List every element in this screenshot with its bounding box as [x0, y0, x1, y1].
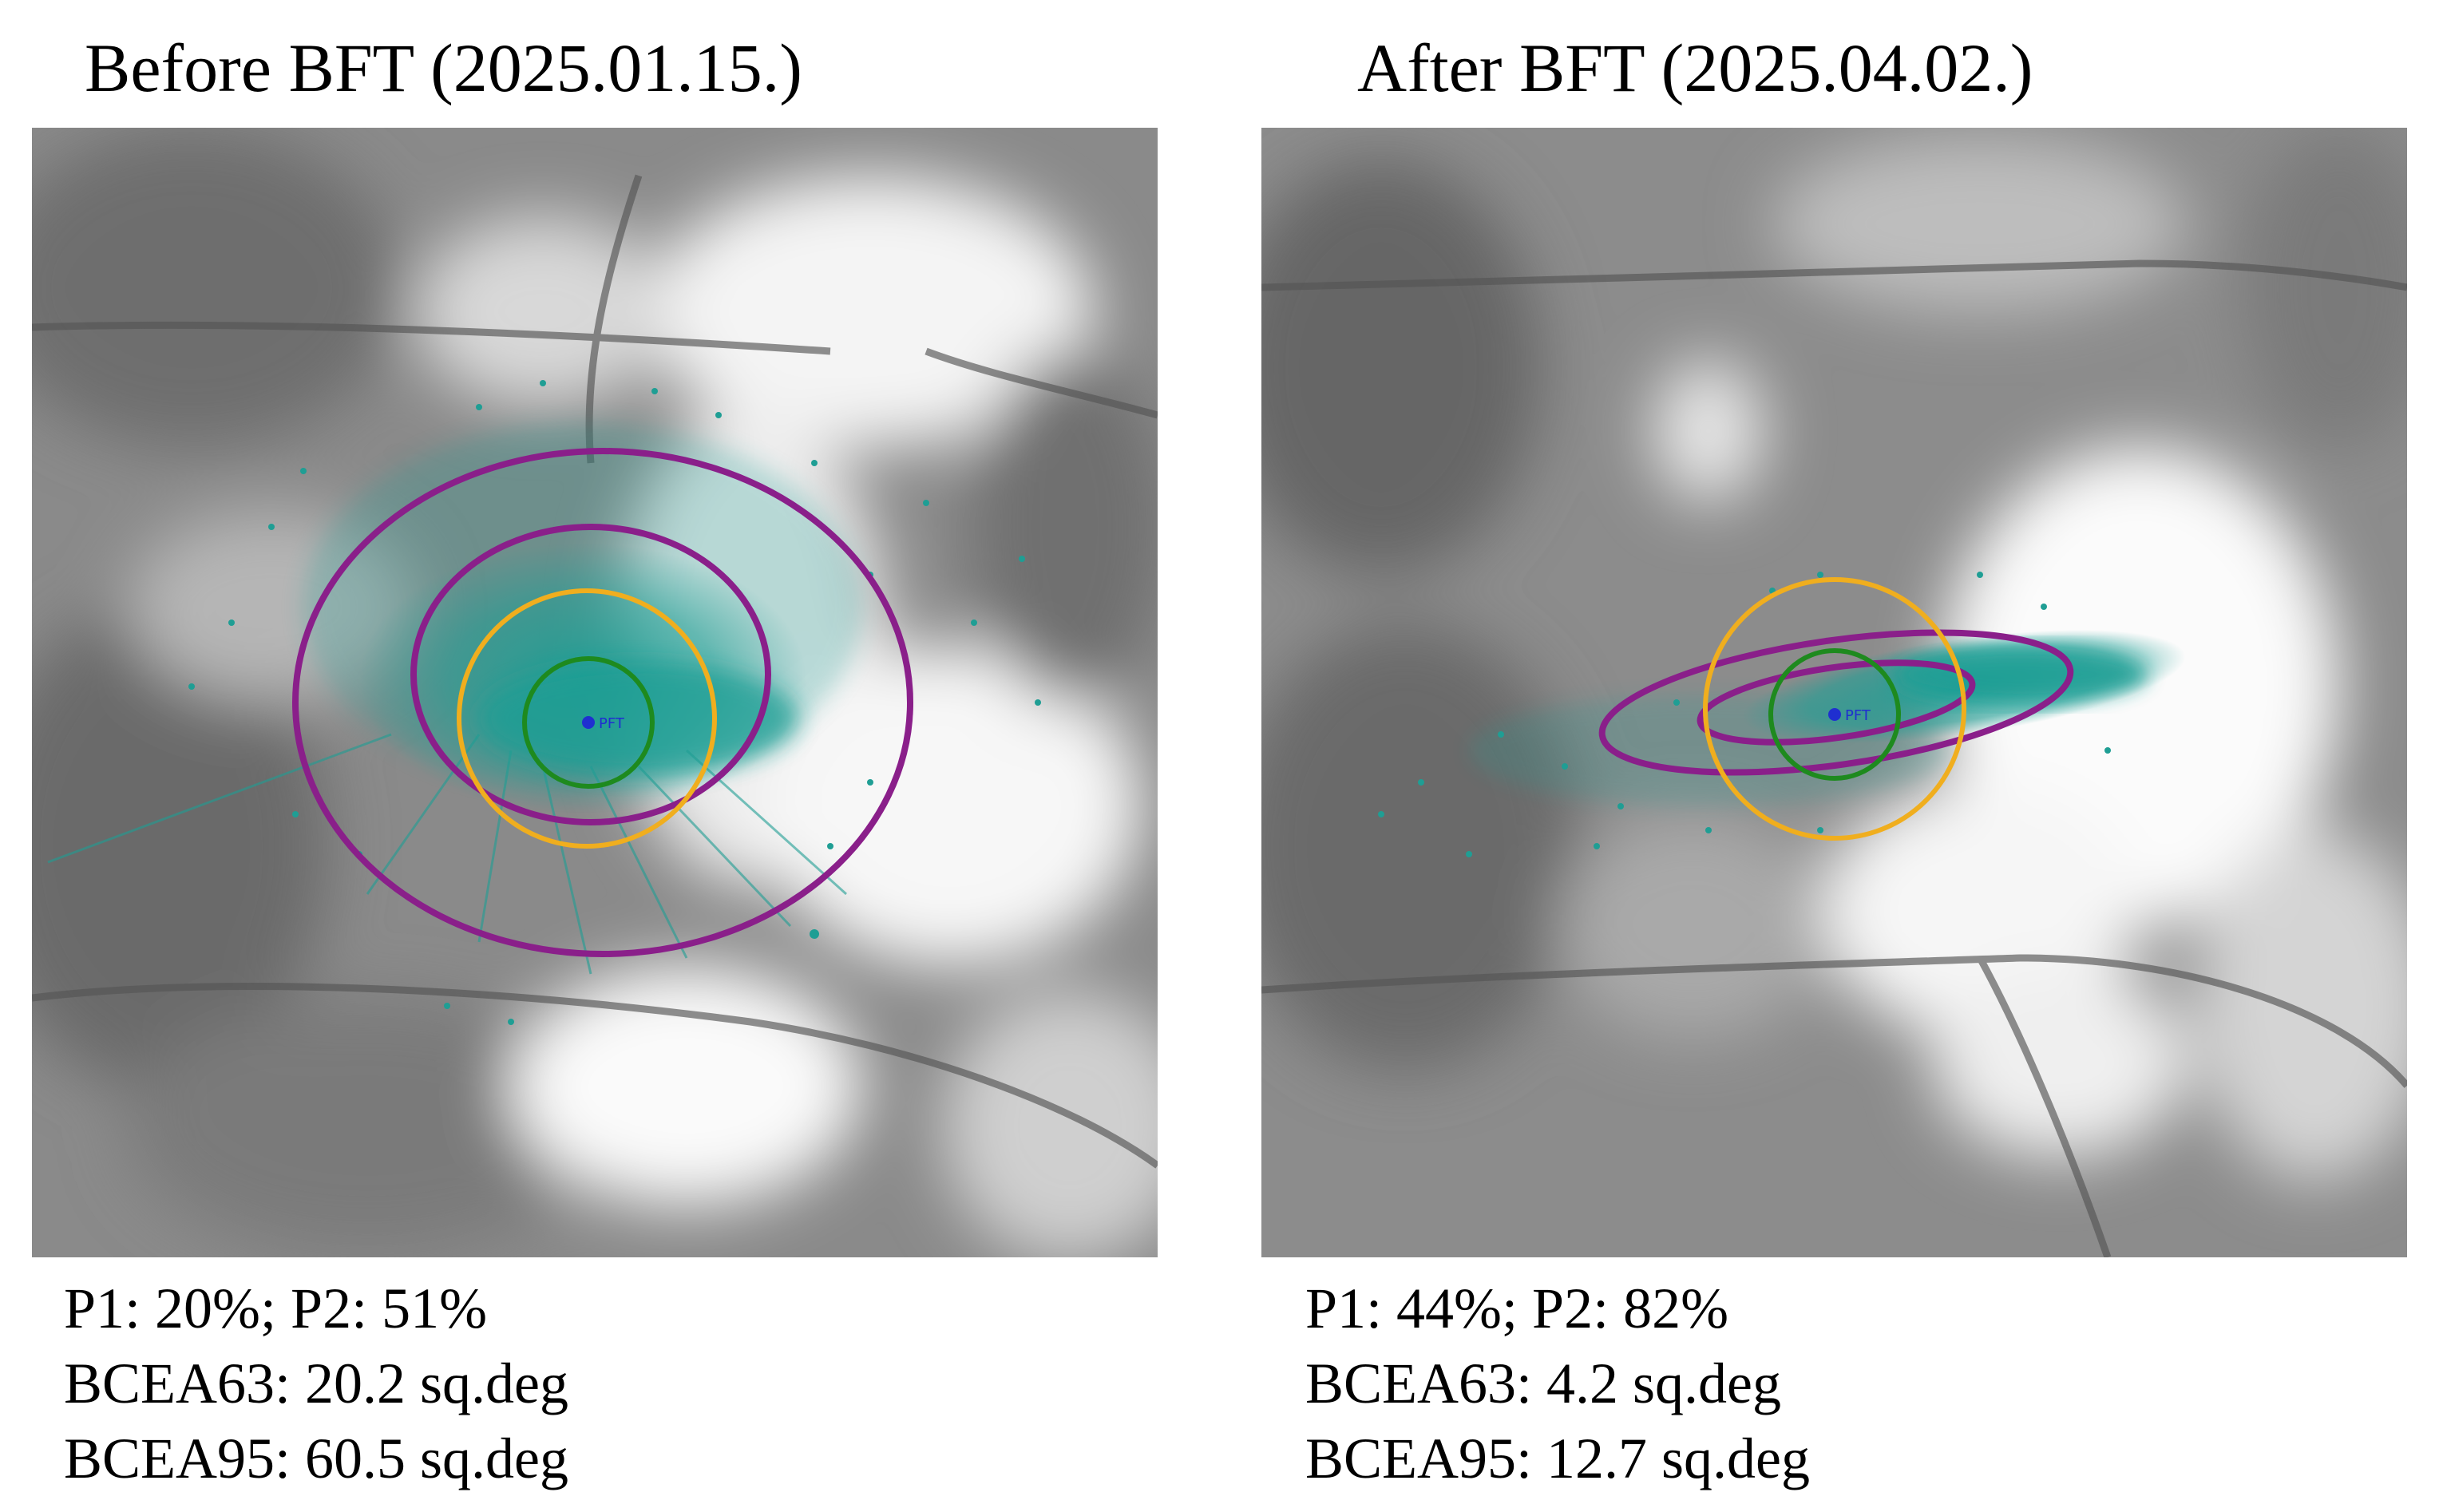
- bcea63-stat: BCEA63: 20.2 sq.deg: [64, 1352, 569, 1415]
- fundus-image-before: PFT: [32, 128, 1158, 1257]
- panel-after: After BFT (2025.04.02.): [1261, 0, 2427, 1512]
- pft-marker: [1828, 708, 1841, 721]
- p1-p2-stat: P1: 44%; P2: 82%: [1305, 1276, 1729, 1340]
- fixation-points-cloud: [47, 380, 1041, 1025]
- panel-title: After BFT (2025.04.02.): [1357, 30, 2033, 106]
- blood-vessels: [1261, 259, 2407, 1257]
- panel-before: Before BFT (2025.01.15.): [32, 0, 1198, 1512]
- p2-circle: [457, 588, 717, 849]
- microperimetry-plot-before: PFT: [32, 128, 1158, 1257]
- fundus-image-after: PFT: [1261, 128, 2407, 1257]
- p1-p2-stat: P1: 20%; P2: 51%: [64, 1276, 488, 1340]
- bcea95-stat: BCEA95: 60.5 sq.deg: [64, 1427, 569, 1490]
- pft-label: PFT: [1845, 707, 1871, 724]
- pft-label: PFT: [599, 715, 625, 732]
- bcea95-stat: BCEA95: 12.7 sq.deg: [1305, 1427, 1811, 1490]
- p1-circle: [1768, 648, 1901, 781]
- bcea63-ellipse: [1697, 659, 1976, 746]
- fixation-stats: P1: 44%; P2: 82% BCEA63: 4.2 sq.deg BCEA…: [1305, 1271, 1810, 1496]
- bcea95-ellipse: [292, 448, 913, 957]
- bcea63-stat: BCEA63: 4.2 sq.deg: [1305, 1352, 1782, 1415]
- panel-title: Before BFT (2025.01.15.): [85, 30, 802, 106]
- fixation-stats: P1: 20%; P2: 51% BCEA63: 20.2 sq.deg BCE…: [64, 1271, 568, 1496]
- p2-circle: [1703, 577, 1966, 841]
- pft-marker: [582, 716, 595, 729]
- microperimetry-plot-after: PFT: [1261, 128, 2407, 1257]
- p1-circle: [522, 656, 655, 789]
- bcea95-ellipse: [1598, 629, 2074, 776]
- bcea63-ellipse: [410, 524, 771, 825]
